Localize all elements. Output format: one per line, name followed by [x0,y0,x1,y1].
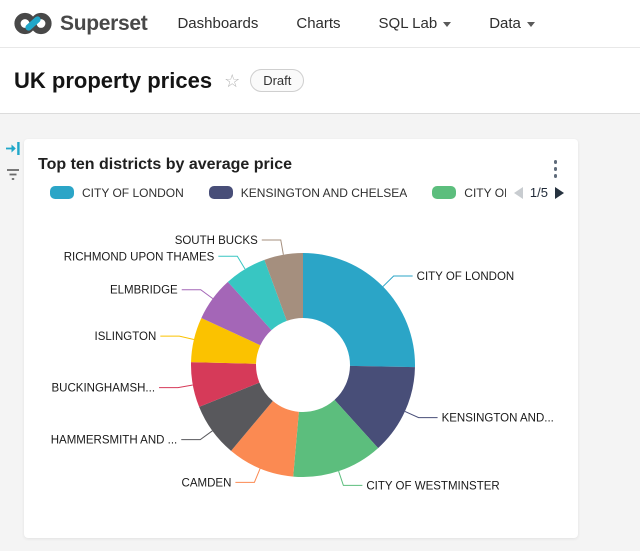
pie-label-line [159,384,193,389]
pie-label-line [338,471,363,486]
legend-item-city-of-wes[interactable]: CITY OF WES [432,186,506,200]
top-navbar: Superset Dashboards Charts SQL Lab Data [0,0,640,48]
nav-item-data[interactable]: Data [489,15,535,32]
filter-bar-controls [5,141,21,181]
legend-swatch [432,186,457,199]
chart-card: Top ten districts by average price CITY … [24,139,578,538]
pie-label: ISLINGTON [95,331,157,343]
page-prev-icon[interactable] [513,186,523,199]
brand-name: Superset [60,11,148,35]
nav-item-label: Dashboards [177,15,259,32]
pie-label-line [235,468,261,483]
legend-item-kensington-and-chelsea[interactable]: KENSINGTON AND CHELSEA [208,185,408,200]
dashboard-body: Top ten districts by average price CITY … [0,114,640,551]
filter-icon[interactable] [5,168,21,181]
pie-slice-kensington-and-[interactable] [334,365,415,449]
pie-slice-islington[interactable] [191,317,261,364]
nav-item-charts[interactable]: Charts [296,15,340,32]
status-badge[interactable]: Draft [250,69,305,92]
superset-infinity-icon [14,12,52,35]
superset-logo[interactable]: Superset [14,10,148,37]
star-outline-icon[interactable]: ☆ [224,70,241,91]
pie-label: CITY OF WESTMINSTER [366,480,499,492]
pie-label: CITY OF LONDON [417,271,515,283]
page-title: UK property prices [14,67,213,93]
pie-label: CAMDEN [182,477,232,489]
legend-swatch [50,186,74,199]
page-next-icon[interactable] [555,186,564,199]
pie-label: RICHMOND UPON THAMES [64,251,215,263]
chart-card-header: Top ten districts by average price [24,139,578,178]
pie-slice-hammersmith-and-[interactable] [199,382,273,451]
dashboard-title-bar: UK property prices ☆ Draft [0,48,640,114]
nav-item-label: Charts [296,15,341,32]
pie-label: KENSINGTON AND... [442,413,554,425]
legend-label: KENSINGTON AND CHELSEA [240,185,408,200]
expand-filter-bar-icon[interactable] [5,141,21,156]
legend-label: CITY OF WES [464,185,506,200]
pie-slice-richmond-upon-thames[interactable] [227,259,287,331]
pie-label-line [261,239,284,255]
pie-label-line [160,335,195,341]
pie-label-line [382,275,413,287]
nav-item-label: SQL Lab [378,15,438,32]
pie-slice-city-of-westminster[interactable] [293,399,379,477]
donut-chart: CITY OF LONDON KENSINGTON AND... CITY OF W… [51,235,554,492]
chevron-down-icon [443,22,452,27]
pie-label: HAMMERSMITH AND ... [51,435,178,447]
nav-item-label: Data [489,15,521,32]
nav-item-sql-lab[interactable]: SQL Lab [379,15,452,32]
legend-items: CITY OF LONDON KENSINGTON AND CHELSEA CITY… [50,186,506,200]
pie-slice-buckinghamsh-[interactable] [191,362,260,407]
pie-label-line [404,410,438,419]
chart-title: Top ten districts by average price [38,156,293,173]
main-nav: Dashboards Charts SQL Lab Data [177,15,535,32]
pie-label-line [181,289,214,300]
pie-label: BUCKINGHAMSH... [52,383,156,395]
pie-label: SOUTH BUCKS [175,235,258,247]
pie-slice-city-of-london[interactable] [303,253,415,368]
legend-label: CITY OF LONDON [82,185,184,200]
chart-legend: CITY OF LONDON KENSINGTON AND CHELSEA CITY… [24,185,578,200]
legend-page-indicator: 1/5 [529,185,548,200]
chevron-down-icon [526,22,535,27]
pie-slice-south-bucks[interactable] [264,253,303,321]
pie-slice-elmbridge[interactable] [201,281,272,346]
pie-label: ELMBRIDGE [110,285,178,297]
nav-item-dashboards[interactable]: Dashboards [177,15,258,32]
legend-item-city-of-london[interactable]: CITY OF LONDON [50,186,184,200]
pie-label-line [181,430,213,441]
pie-label-line [218,255,246,270]
legend-pager: 1/5 [513,185,564,200]
legend-swatch [208,186,233,199]
pie-slice-camden[interactable] [231,401,299,477]
more-vertical-icon[interactable] [552,158,560,180]
